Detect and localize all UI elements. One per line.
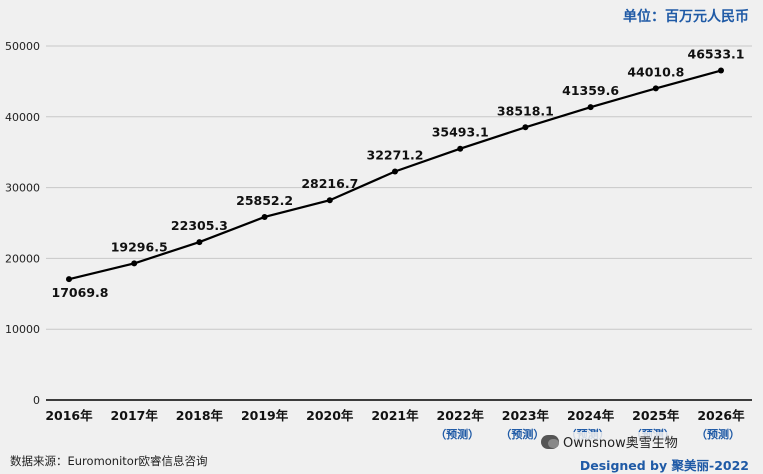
y-tick-label: 0 xyxy=(33,394,40,407)
y-tick-label: 10000 xyxy=(5,323,40,336)
x-tick-label: 2017年 xyxy=(111,408,159,423)
data-label: 38518.1 xyxy=(497,103,554,118)
data-label: 17069.8 xyxy=(52,285,109,300)
x-tick-label: 2022年 xyxy=(437,408,485,423)
data-label: 32271.2 xyxy=(367,148,424,163)
y-tick-label: 20000 xyxy=(5,252,40,265)
x-tick-label: 2018年 xyxy=(176,408,224,423)
x-tick-label: 2023年 xyxy=(502,408,550,423)
data-label: 44010.8 xyxy=(627,64,684,79)
data-label: 41359.6 xyxy=(562,83,619,98)
data-point xyxy=(326,197,333,204)
data-label: 22305.3 xyxy=(171,218,228,233)
data-point xyxy=(587,104,594,111)
y-tick-label: 50000 xyxy=(5,40,40,53)
x-tick-label: 2024年 xyxy=(567,408,615,423)
data-point xyxy=(718,67,724,74)
wechat-watermark: Ownsnow奥雪生物 xyxy=(541,432,678,451)
x-tick-label: 2025年 xyxy=(632,408,680,423)
data-label: 46533.1 xyxy=(688,47,745,62)
data-point xyxy=(66,276,72,283)
forecast-label: （预测） xyxy=(500,427,544,441)
designer-credit: Designed by 聚美丽-2022 xyxy=(579,458,749,473)
data-point xyxy=(196,239,203,246)
data-label: 25852.2 xyxy=(236,193,293,208)
data-point xyxy=(261,213,268,220)
x-tick-label: 2021年 xyxy=(371,408,419,423)
x-tick-label: 2019年 xyxy=(241,408,289,423)
data-label: 19296.5 xyxy=(111,239,168,254)
forecast-label: （预测） xyxy=(435,427,479,441)
x-tick-label: 2020年 xyxy=(306,408,354,423)
y-tick-label: 30000 xyxy=(5,182,40,195)
x-tick-label: 2016年 xyxy=(45,408,93,423)
data-point xyxy=(522,124,529,131)
data-label: 35493.1 xyxy=(432,125,489,140)
source-note: 数据来源：Euromonitor欧睿信息咨询 xyxy=(10,454,208,468)
unit-label: 单位：百万元人民币 xyxy=(623,9,749,25)
data-label: 28216.7 xyxy=(301,176,358,191)
data-point xyxy=(392,168,398,175)
data-point xyxy=(131,260,138,267)
forecast-label: （预测） xyxy=(696,427,740,441)
wechat-icon xyxy=(541,434,559,449)
data-point xyxy=(457,145,464,152)
y-tick-label: 40000 xyxy=(5,111,40,124)
x-tick-label: 2026年 xyxy=(697,408,745,423)
data-point xyxy=(652,85,659,92)
wechat-watermark-text: Ownsnow奥雪生物 xyxy=(563,436,678,451)
